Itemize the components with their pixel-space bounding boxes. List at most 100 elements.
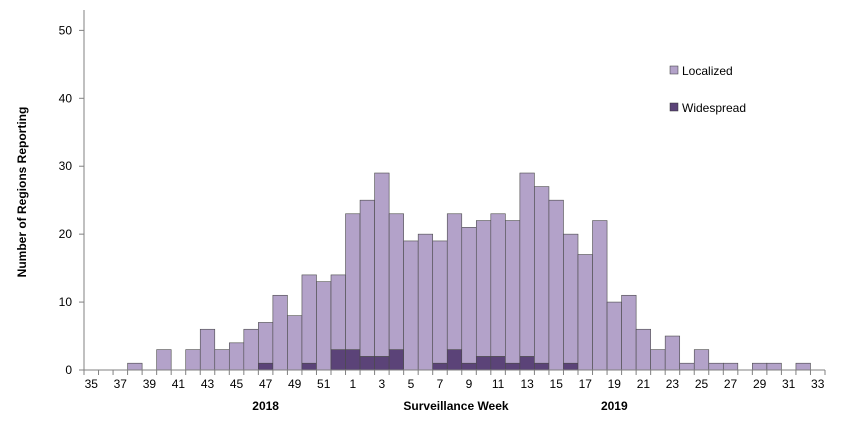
bar-widespread-week-50 <box>301 362 317 371</box>
bar-localized-week-48 <box>272 294 288 371</box>
bar-localized-week-9 <box>461 227 477 364</box>
x-tick-label-43: 43 <box>201 377 215 391</box>
bar-localized-week-30 <box>766 362 782 371</box>
x-tick-label-19: 19 <box>608 377 622 391</box>
y-tick-label-40: 40 <box>59 91 73 105</box>
bar-localized-week-24 <box>679 362 695 371</box>
bar-localized-week-1 <box>345 213 361 350</box>
bar-localized-week-25 <box>693 349 710 371</box>
x-tick-label-35: 35 <box>85 377 99 391</box>
x-tick-label-3: 3 <box>379 377 386 391</box>
bar-widespread-week-47 <box>258 362 274 371</box>
x-tick-label-47: 47 <box>259 377 273 391</box>
bar-localized-week-13 <box>519 172 535 357</box>
bar-localized-week-46 <box>243 328 259 371</box>
x-tick-label-51: 51 <box>317 377 331 391</box>
bar-localized-week-47 <box>258 322 274 364</box>
bar-localized-week-22 <box>650 349 666 371</box>
bar-localized-week-23 <box>664 335 681 371</box>
bar-localized-week-40 <box>156 349 172 371</box>
x-tick-label-11: 11 <box>492 377 505 391</box>
bar-localized-week-6 <box>417 233 434 371</box>
y-axis-title: Number of Regions Reporting <box>15 107 29 278</box>
bar-localized-week-14 <box>534 186 550 364</box>
legend-label-widespread: Widespread <box>682 101 746 115</box>
x-tick-label-31: 31 <box>782 377 796 391</box>
bar-widespread-week-14 <box>534 362 550 371</box>
x-tick-label-7: 7 <box>437 377 444 391</box>
bar-localized-week-43 <box>199 328 216 371</box>
bar-localized-week-5 <box>403 240 419 371</box>
year-label-2018: 2018 <box>252 399 279 413</box>
bar-widespread-week-10 <box>475 356 492 371</box>
bar-widespread-week-8 <box>446 349 463 371</box>
bar-localized-week-44 <box>214 349 230 371</box>
y-tick-label-10: 10 <box>59 295 73 309</box>
bar-localized-week-4 <box>388 213 404 350</box>
bar-localized-week-42 <box>185 349 201 371</box>
x-tick-label-41: 41 <box>172 377 186 391</box>
bar-localized-week-52 <box>330 274 346 350</box>
legend-swatch-widespread <box>669 102 679 112</box>
bar-localized-week-26 <box>708 362 724 371</box>
bar-localized-week-10 <box>475 220 492 357</box>
bar-widespread-week-13 <box>519 356 535 371</box>
bar-localized-week-51 <box>316 281 332 371</box>
y-tick-label-20: 20 <box>59 227 73 241</box>
x-tick-label-5: 5 <box>408 377 415 391</box>
x-tick-label-29: 29 <box>753 377 767 391</box>
axes-group <box>83 10 825 371</box>
bar-localized-week-50 <box>301 274 317 364</box>
bar-widespread-week-4 <box>388 349 404 371</box>
bar-widespread-week-9 <box>461 362 477 371</box>
bar-localized-week-32 <box>795 362 811 371</box>
legend-swatch-localized <box>669 65 679 75</box>
bar-localized-week-49 <box>287 315 303 371</box>
bar-widespread-week-12 <box>505 362 521 371</box>
x-tick-label-39: 39 <box>143 377 157 391</box>
bar-localized-week-20 <box>621 294 637 371</box>
x-tick-label-21: 21 <box>637 377 651 391</box>
x-tick-label-33: 33 <box>811 377 825 391</box>
legend-label-localized: Localized <box>682 64 733 78</box>
bar-localized-week-29 <box>752 362 768 371</box>
x-tick-label-25: 25 <box>695 377 709 391</box>
bar-localized-week-38 <box>127 362 143 371</box>
x-tick-label-13: 13 <box>520 377 534 391</box>
bar-widespread-week-16 <box>563 362 579 371</box>
bar-localized-week-21 <box>635 328 651 371</box>
bar-widespread-week-3 <box>374 356 390 371</box>
x-tick-label-37: 37 <box>114 377 128 391</box>
x-tick-label-45: 45 <box>230 377 244 391</box>
bar-localized-week-11 <box>490 213 506 357</box>
x-tick-label-9: 9 <box>466 377 473 391</box>
bar-localized-week-15 <box>548 199 564 371</box>
bar-widespread-week-11 <box>490 356 506 371</box>
y-tick-label-30: 30 <box>59 159 73 173</box>
bar-widespread-week-52 <box>330 349 346 371</box>
x-tick-label-1: 1 <box>349 377 356 391</box>
y-tick-label-50: 50 <box>59 23 73 37</box>
bar-widespread-week-7 <box>432 362 448 371</box>
bar-widespread-week-1 <box>345 349 361 371</box>
bar-localized-week-18 <box>592 220 608 371</box>
bar-localized-week-17 <box>577 254 593 371</box>
bar-localized-week-12 <box>505 220 521 364</box>
bar-localized-week-16 <box>563 233 579 364</box>
bar-localized-week-8 <box>446 213 463 350</box>
bar-widespread-week-2 <box>359 356 375 371</box>
x-tick-label-27: 27 <box>724 377 738 391</box>
x-axis-title: Surveillance Week <box>403 399 508 413</box>
x-tick-label-23: 23 <box>666 377 680 391</box>
x-tick-label-49: 49 <box>288 377 302 391</box>
y-tick-label-0: 0 <box>65 363 72 377</box>
bars-group <box>127 172 811 371</box>
x-tick-label-15: 15 <box>550 377 564 391</box>
x-tick-label-17: 17 <box>579 377 593 391</box>
legend: Localized Widespread <box>669 64 746 115</box>
bar-localized-week-27 <box>722 362 739 371</box>
year-label-2019: 2019 <box>601 399 628 413</box>
bar-localized-week-45 <box>228 342 245 371</box>
